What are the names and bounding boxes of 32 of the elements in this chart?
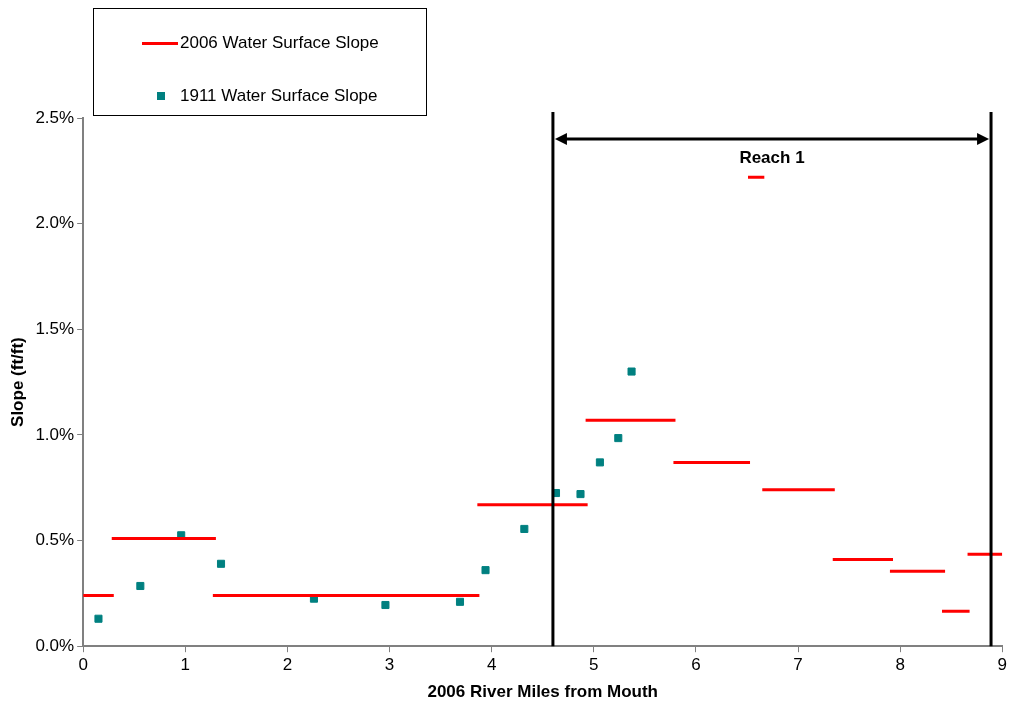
- x-tick-label: 1: [180, 655, 191, 675]
- point: [614, 434, 623, 443]
- point: [381, 600, 390, 610]
- annotation: Reach 1: [739, 147, 805, 167]
- x-axis-title: 2006 River Miles from Mouth: [427, 682, 658, 702]
- y-tick-label: 2.5%: [35, 107, 75, 127]
- x-tick-label: 7: [793, 655, 803, 675]
- x-tick-label: 9: [997, 655, 1008, 675]
- x-tick-label: 2: [282, 655, 293, 675]
- x-tick-label: 5: [589, 655, 599, 675]
- x-tick-label: 0: [78, 655, 88, 675]
- point: [455, 597, 465, 606]
- x-tick-label: 3: [384, 655, 395, 675]
- point: [481, 566, 490, 575]
- x-tick-label: 4: [486, 655, 497, 675]
- y-tick-label: 0.5%: [35, 530, 75, 550]
- point: [627, 367, 636, 376]
- x-tick-label: 8: [895, 655, 905, 675]
- y-tick-label: 1.5%: [35, 318, 75, 338]
- y-tick-label: 2.0%: [35, 213, 75, 233]
- y-axis-title: Slope (ft/ft): [7, 337, 27, 427]
- legend-label: 1911 Water Surface Slope: [180, 86, 378, 106]
- point: [520, 524, 529, 533]
- point: [94, 614, 103, 623]
- x-tick-label: 6: [691, 655, 701, 675]
- y-tick-label: 1.0%: [35, 424, 75, 444]
- point: [595, 458, 604, 467]
- y-tick-label: 0.0%: [35, 635, 75, 655]
- point: [136, 581, 145, 591]
- point: [216, 559, 226, 568]
- point: [576, 490, 585, 499]
- legend-label: 2006 Water Surface Slope: [180, 33, 379, 53]
